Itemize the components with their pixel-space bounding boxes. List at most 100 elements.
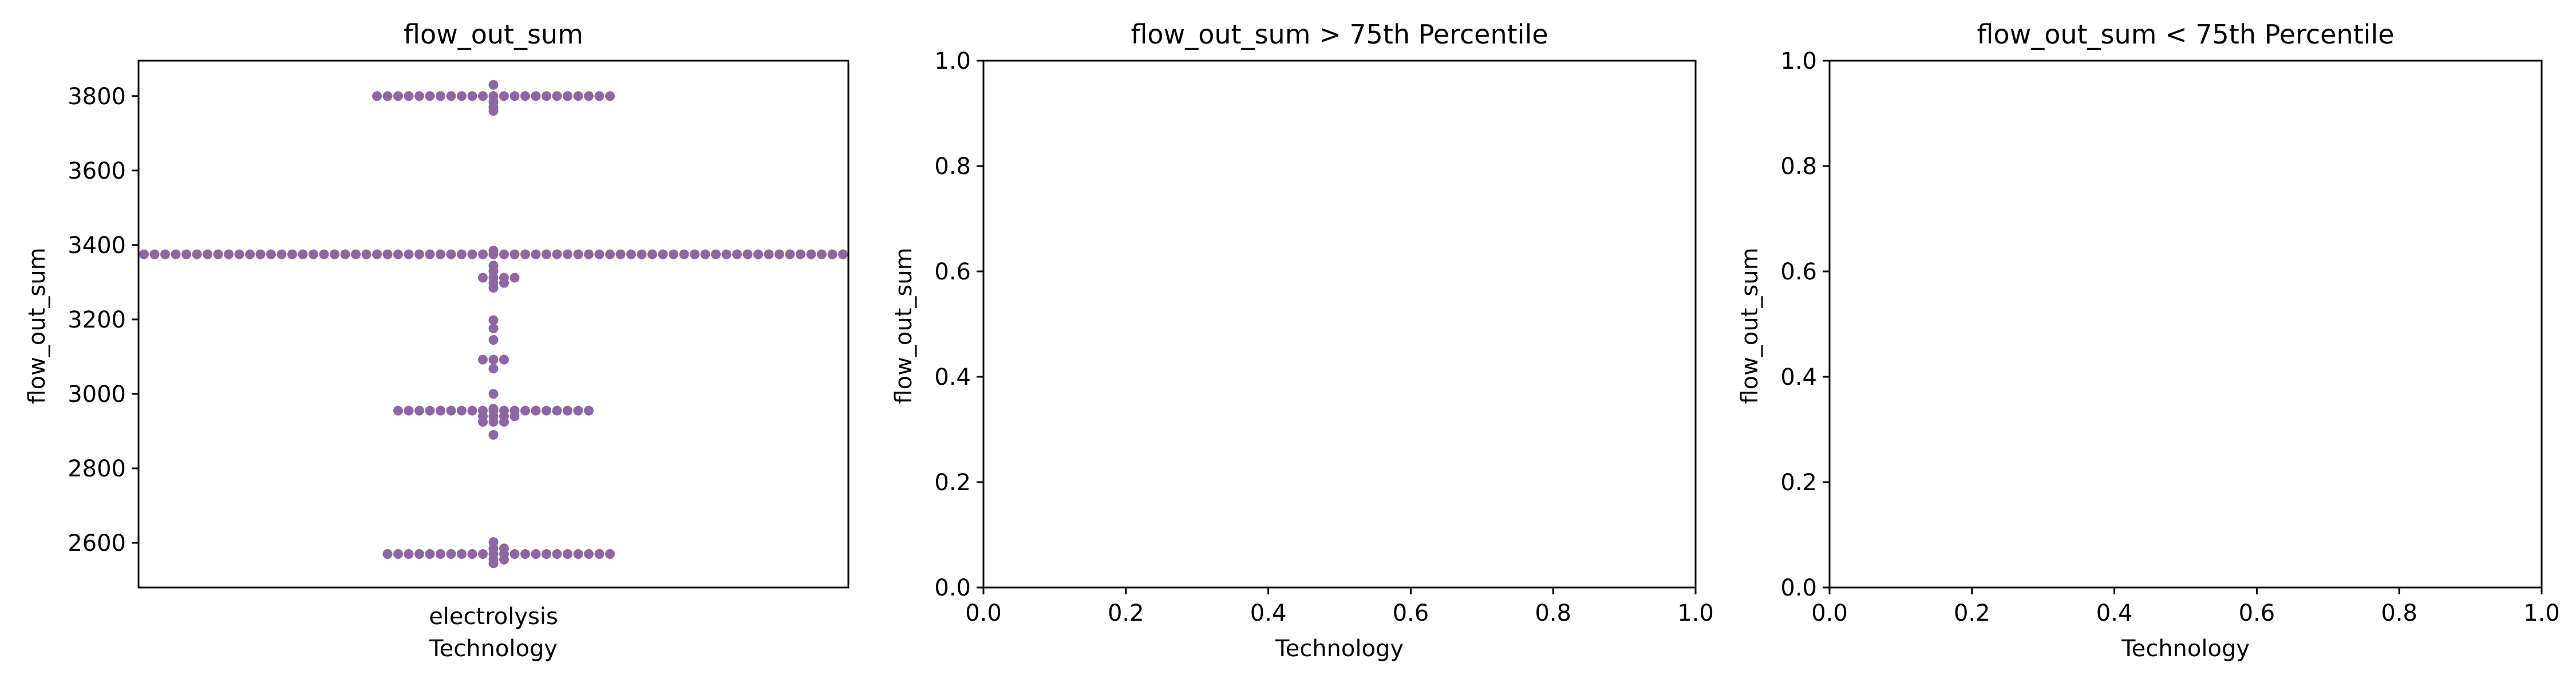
x-tick-label: 1.0: [1677, 600, 1714, 626]
swarm-point: [488, 417, 499, 427]
swarm-point: [531, 91, 541, 101]
swarm-point: [742, 249, 753, 259]
swarm-point: [478, 354, 488, 365]
axis-ticks: 0.0 0.2 0.4 0.6 0.8 1.0 0.0 0.2 0.4 0.6 0.8 1.0: [934, 48, 1713, 626]
swarm-point: [594, 549, 605, 559]
swarm-point: [404, 405, 414, 416]
swarm-point: [700, 249, 710, 259]
swarm-point: [382, 549, 393, 559]
swarm-point: [234, 249, 244, 259]
y-tick-label: 0.4: [934, 364, 971, 391]
panel-title: flow_out_sum: [404, 19, 583, 50]
swarm-point: [690, 249, 700, 259]
swarm-point: [446, 249, 456, 259]
swarm-point: [488, 543, 499, 554]
swarm-point: [542, 249, 551, 259]
swarm-point: [509, 549, 520, 559]
swarm-point: [499, 249, 509, 259]
swarm-point: [224, 249, 234, 259]
swarm-point: [531, 249, 541, 259]
swarm-point: [542, 91, 551, 101]
swarm-point: [488, 354, 499, 365]
panel-title: flow_out_sum > 75th Percentile: [1131, 19, 1548, 50]
swarm-point: [478, 273, 488, 283]
swarm-point: [436, 91, 445, 101]
swarm-point: [488, 246, 499, 256]
y-tick-label: 0.4: [1780, 364, 1817, 391]
y-tick-label: 0.2: [934, 470, 971, 496]
swarm-point: [446, 549, 456, 559]
swarm-point: [425, 91, 435, 101]
swarm-point: [552, 91, 562, 101]
swarm-point: [563, 405, 572, 416]
swarm-point: [351, 249, 361, 259]
swarm-point: [245, 249, 255, 259]
swarm-point: [457, 549, 467, 559]
swarm-point: [509, 411, 520, 421]
y-axis-label: flow_out_sum: [24, 247, 50, 404]
x-tick-label: 0.2: [1954, 600, 1990, 626]
swarm-point: [584, 405, 594, 416]
swarm-point: [255, 249, 266, 259]
swarm-point: [340, 249, 350, 259]
swarm-point: [573, 549, 583, 559]
swarm-points: [139, 80, 848, 569]
x-tick-label: 0.6: [2239, 600, 2275, 626]
swarm-point: [509, 249, 520, 259]
x-tick-label: 0.0: [1811, 600, 1848, 626]
swarm-point: [478, 91, 488, 101]
swarm-point: [488, 106, 499, 116]
swarm-point: [319, 249, 329, 259]
x-axis-label: Technology: [429, 636, 558, 662]
swarm-point: [457, 405, 467, 416]
y-tick-label: 3200: [68, 307, 126, 333]
swarm-point: [563, 549, 572, 559]
swarm-point: [160, 249, 170, 259]
swarm-point: [520, 549, 530, 559]
swarm-point: [404, 91, 414, 101]
panel-below-75th: flow_out_sum < 75th Percentile flow_out_…: [1737, 19, 2560, 662]
swarm-point: [414, 549, 424, 559]
swarm-point: [393, 549, 403, 559]
y-axis-label: flow_out_sum: [891, 247, 917, 404]
swarm-point: [414, 405, 424, 416]
swarm-point: [488, 429, 499, 440]
swarm-point: [753, 249, 763, 259]
swarm-point: [171, 249, 181, 259]
y-tick-label: 0.8: [934, 153, 971, 180]
swarm-point: [382, 91, 393, 101]
axes-frame: [137, 60, 850, 589]
axis-ticks: 0.0 0.2 0.4 0.6 0.8 1.0 0.0 0.2 0.4 0.6 0.8 1.0: [1780, 48, 2559, 626]
swarm-point: [499, 278, 509, 288]
swarm-point: [192, 249, 202, 259]
swarm-point: [552, 249, 562, 259]
swarm-point: [520, 91, 530, 101]
x-tick-label: electrolysis: [429, 604, 558, 630]
x-tick-label: 0.2: [1108, 600, 1144, 626]
swarm-point: [457, 249, 467, 259]
swarm-point: [467, 91, 477, 101]
swarm-point: [584, 549, 594, 559]
swarm-point: [499, 554, 509, 565]
y-tick-label: 2800: [68, 456, 126, 482]
x-tick-label: 1.0: [2523, 600, 2560, 626]
y-tick-label: 0.0: [1780, 575, 1817, 601]
swarm-point: [711, 249, 721, 259]
swarm-point: [425, 549, 435, 559]
y-tick-label: 2600: [68, 530, 126, 557]
x-tick-label: 0.8: [1535, 600, 1571, 626]
swarm-point: [488, 283, 499, 293]
swarm-point: [488, 364, 499, 374]
x-axis-label: Technology: [1275, 636, 1404, 662]
y-tick-label: 1.0: [1780, 48, 1817, 74]
swarm-point: [404, 549, 414, 559]
swarm-point: [520, 405, 530, 416]
swarm-point: [382, 249, 393, 259]
swarm-point: [467, 249, 477, 259]
swarm-point: [499, 91, 509, 101]
swarm-point: [605, 549, 615, 559]
panel-title: flow_out_sum < 75th Percentile: [1977, 19, 2394, 50]
swarm-point: [467, 549, 477, 559]
swarm-point: [287, 249, 297, 259]
